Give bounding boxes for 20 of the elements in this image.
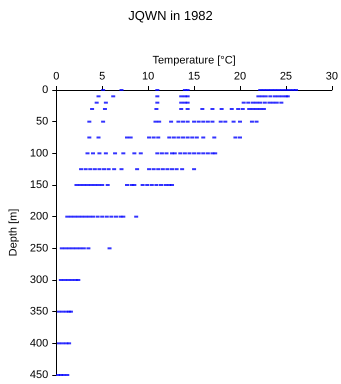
x-tick-label: 10 [142, 70, 154, 82]
x-tick-label: 0 [53, 70, 60, 82]
x-tick-label: 30 [326, 70, 338, 82]
y-tick-label: 250 [30, 242, 48, 254]
y-tick-label: 350 [30, 306, 48, 318]
y-tick-label: 300 [30, 274, 48, 286]
x-axis-title: Temperature [°C] [152, 54, 236, 67]
x-tick-label: 20 [234, 70, 246, 82]
y-tick-label: 400 [30, 337, 48, 350]
chart-title: JQWN in 1982 [128, 8, 213, 23]
x-tick-label: 25 [280, 70, 292, 82]
y-tick-label: 100 [30, 147, 48, 160]
y-tick-label: 0 [42, 84, 48, 96]
y-tick-label: 50 [36, 116, 48, 128]
x-tick-label: 5 [99, 70, 106, 82]
x-tick-label: 15 [188, 70, 200, 82]
y-tick-label: 200 [30, 210, 48, 223]
y-axis-title: Depth [m] [8, 208, 20, 256]
y-tick-label: 450 [30, 369, 48, 381]
y-tick-label: 150 [30, 179, 48, 191]
